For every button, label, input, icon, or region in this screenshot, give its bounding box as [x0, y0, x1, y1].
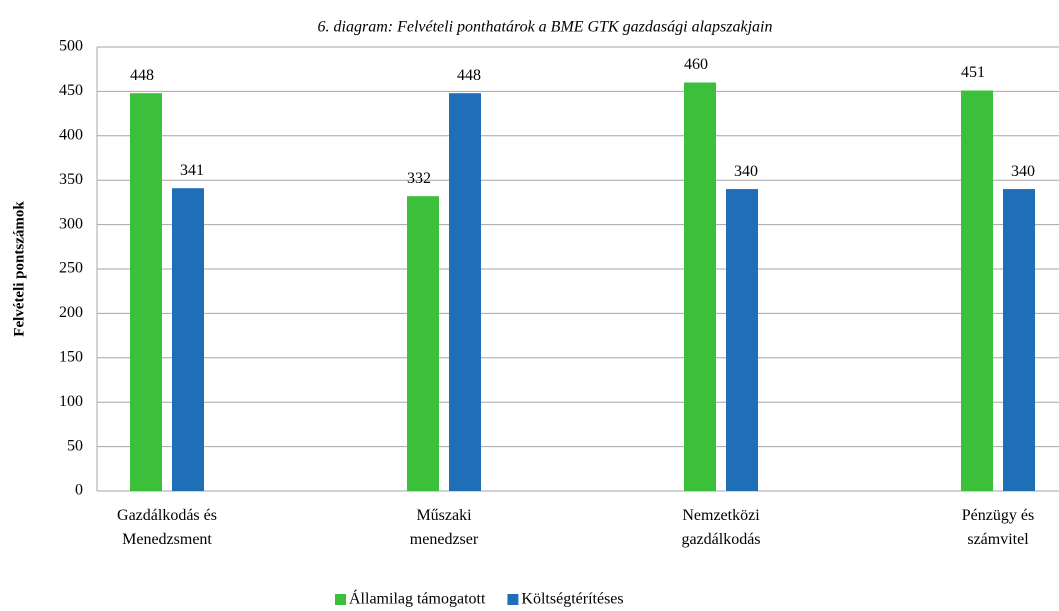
y-tick-label: 400: [59, 126, 83, 143]
y-tick-label: 50: [67, 437, 83, 454]
legend-label: Költségtérítéses: [521, 591, 623, 608]
legend-swatch: [507, 594, 519, 605]
y-axis-label: Felvételi pontszámok: [11, 201, 27, 337]
bar: [130, 93, 162, 492]
data-label: 460: [684, 56, 708, 73]
data-label: 451: [961, 64, 985, 81]
y-tick-label: 350: [59, 171, 83, 188]
y-tick-label: 100: [59, 393, 83, 410]
data-label: 340: [734, 163, 758, 180]
x-tick-label: Gazdálkodás és Menedzsment: [117, 507, 217, 548]
data-label: 448: [457, 67, 481, 84]
bar: [684, 82, 716, 492]
data-label: 341: [180, 162, 204, 179]
x-tick-label: Nemzetközi gazdálkodás: [681, 507, 761, 548]
y-tick-label: 250: [59, 260, 83, 277]
data-label: 448: [130, 67, 154, 84]
bar: [961, 90, 993, 492]
chart-title: 6. diagram: Felvételi ponthatárok a BME …: [318, 19, 773, 36]
y-tick-label: 450: [59, 82, 83, 99]
bar: [449, 93, 481, 492]
y-tick-label: 500: [59, 38, 83, 55]
x-tick-label: Műszaki menedzser: [409, 507, 479, 548]
legend-label: Államilag támogatott: [349, 589, 486, 608]
y-tick-label: 0: [75, 482, 83, 499]
y-tick-label: 200: [59, 304, 83, 321]
legend-swatch: [335, 594, 346, 605]
bar: [172, 188, 204, 491]
x-tick-label: Pénzügy és számvitel: [961, 507, 1035, 548]
bar: [726, 189, 758, 491]
data-label: 332: [407, 170, 431, 187]
bar: [407, 196, 439, 491]
y-tick-label: 300: [59, 215, 83, 232]
bar: [1003, 189, 1035, 491]
data-label: 340: [1011, 163, 1035, 180]
y-tick-label: 150: [59, 348, 83, 365]
